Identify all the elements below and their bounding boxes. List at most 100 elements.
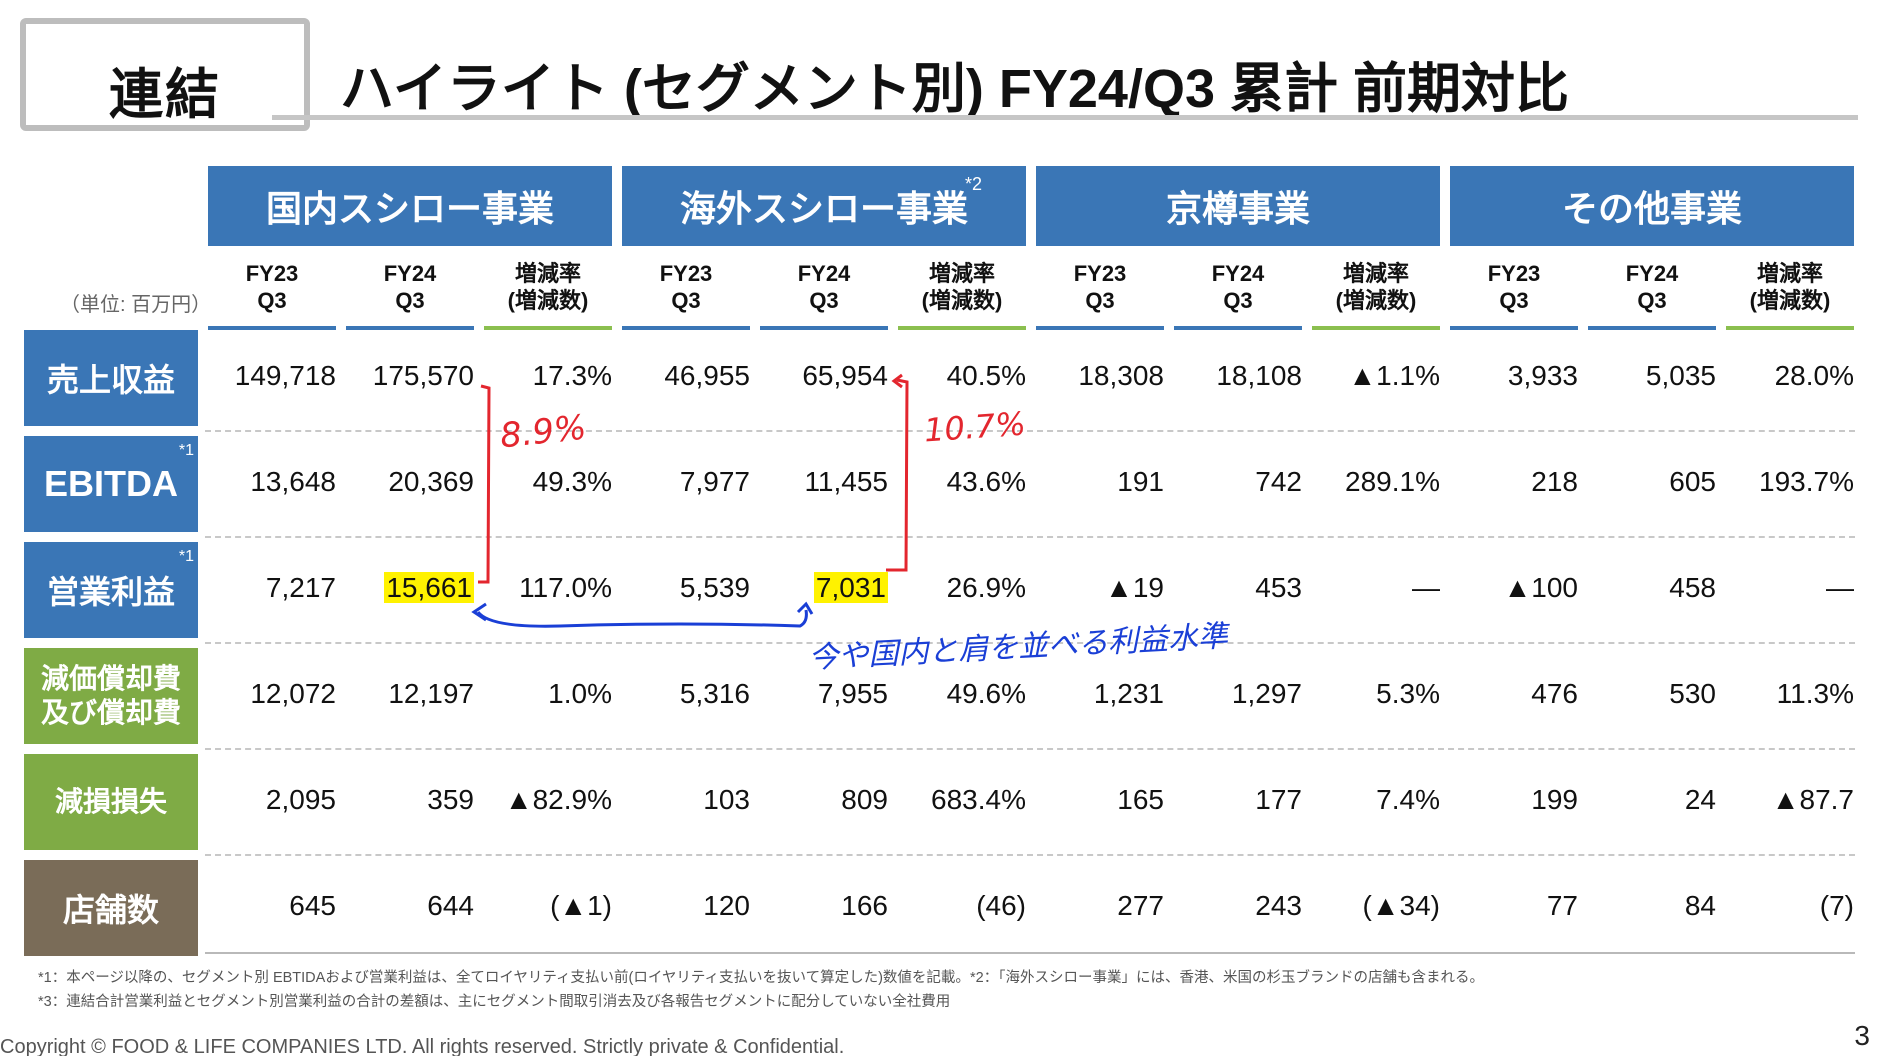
column-header-rate: 増減率 (増減数) xyxy=(484,260,612,314)
highlighted-cell-value: 15,661 xyxy=(384,572,474,603)
red-arrowhead xyxy=(891,373,903,389)
column-header-line: Q3 xyxy=(1223,288,1253,313)
cell-value: 17.3% xyxy=(532,360,612,391)
table-cell: ▲1.1% xyxy=(1306,360,1440,392)
row-label-text: 営業利益 xyxy=(46,574,175,610)
column-header-line: FY24 xyxy=(1211,261,1265,286)
row-label-impairment: 減損損失 xyxy=(24,754,198,850)
table-cell: 5,316 xyxy=(616,678,750,710)
column-header-fy24: FY24 Q3 xyxy=(1174,260,1302,314)
table-cell: 103 xyxy=(616,784,750,816)
column-header-line: (増減数) xyxy=(1749,288,1831,313)
blue-arrowhead-left xyxy=(471,602,487,622)
cell-value: 11.3% xyxy=(1776,678,1854,709)
column-header-line: Q3 xyxy=(257,288,287,313)
cell-value: 166 xyxy=(841,890,888,921)
cell-value: 20,369 xyxy=(388,466,474,497)
row-label-operating-profit: 営業利益 *1 xyxy=(24,542,198,638)
table-cell: 20,369 xyxy=(340,466,474,498)
cell-value: 1,231 xyxy=(1093,678,1164,709)
cell-value: 49.3% xyxy=(532,466,612,497)
cell-value: 530 xyxy=(1669,678,1716,709)
segment-header-other: その他事業 xyxy=(1450,166,1854,246)
table-cell: 191 xyxy=(1030,466,1164,498)
cell-value: 243 xyxy=(1255,890,1302,921)
column-header-line: FY23 xyxy=(245,261,299,286)
column-header-line: Q3 xyxy=(671,288,701,313)
table-cell: 1.0% xyxy=(478,678,612,710)
table-cell: 11.3% xyxy=(1720,678,1854,710)
segment-header-domestic: 国内スシロー事業 xyxy=(208,166,612,246)
row-label-text: 減価償却費 xyxy=(40,663,181,694)
table-cell: 120 xyxy=(616,890,750,922)
table-cell: 46,955 xyxy=(616,360,750,392)
unit-label: （単位: 百万円） xyxy=(60,294,212,316)
column-header-fy23: FY23 Q3 xyxy=(1036,260,1164,314)
segment-label: 国内スシロー事業 xyxy=(265,188,554,229)
section-tag-label: 連結 xyxy=(109,65,221,125)
column-header-line: Q3 xyxy=(395,288,425,313)
column-underline xyxy=(1450,326,1578,330)
table-cell: 605 xyxy=(1582,466,1716,498)
row-label-text: EBITDA xyxy=(44,463,178,504)
table-cell: 15,661 xyxy=(340,572,474,604)
row-label-text: 減損損失 xyxy=(54,786,167,817)
cell-value: 77 xyxy=(1546,890,1578,921)
table-cell: (▲1) xyxy=(478,890,612,922)
title-divider xyxy=(272,115,1858,120)
cell-value: 5,035 xyxy=(1645,360,1716,391)
page-number: 3 xyxy=(1854,1020,1870,1051)
cell-value: 218 xyxy=(1531,466,1578,497)
column-header-line: Q3 xyxy=(809,288,839,313)
footnote-marker: *1 xyxy=(178,548,194,565)
table-cell: 742 xyxy=(1168,466,1302,498)
table-cell: 2,095 xyxy=(202,784,336,816)
cell-value: (▲1) xyxy=(550,890,612,921)
table-cell: — xyxy=(1306,572,1440,604)
table-cell: 359 xyxy=(340,784,474,816)
row-divider xyxy=(205,854,1855,856)
table-cell: 476 xyxy=(1444,678,1578,710)
cell-value: 476 xyxy=(1531,678,1578,709)
cell-value: 2,095 xyxy=(265,784,336,815)
row-label-revenue: 売上収益 xyxy=(24,330,198,426)
row-label-ebitda: EBITDA *1 xyxy=(24,436,198,532)
row-label-text: 及び償却費 xyxy=(40,697,181,728)
cell-value: — xyxy=(1412,572,1440,603)
red-bracket-domestic xyxy=(478,384,491,584)
cell-value: — xyxy=(1826,572,1854,603)
column-header-line: FY23 xyxy=(659,261,713,286)
column-underline xyxy=(1036,326,1164,330)
column-header-rate: 増減率 (増減数) xyxy=(1726,260,1854,314)
cell-value: 49.6% xyxy=(946,678,1026,709)
table-cell: 11,455 xyxy=(754,466,888,498)
column-header-line: 増減率 xyxy=(1756,261,1823,286)
table-cell: 7.4% xyxy=(1306,784,1440,816)
cell-value: 644 xyxy=(427,890,474,921)
cell-value: 5,316 xyxy=(679,678,750,709)
red-bracket-overseas xyxy=(886,378,909,572)
footnote-1: *1：本ページ以降の、セグメント別 EBTIDAおよび営業利益は、全てロイヤリテ… xyxy=(38,970,970,986)
column-underline xyxy=(1174,326,1302,330)
cell-value: ▲19 xyxy=(1105,572,1164,603)
cell-value: 24 xyxy=(1684,784,1716,815)
cell-value: 13,648 xyxy=(250,466,336,497)
row-divider xyxy=(205,748,1855,750)
table-cell: 28.0% xyxy=(1720,360,1854,392)
cell-value: (46) xyxy=(976,890,1026,921)
column-header-line: FY23 xyxy=(1487,261,1541,286)
column-underline xyxy=(1726,326,1854,330)
segment-header-kyotaru: 京樽事業 xyxy=(1036,166,1440,246)
table-cell: 175,570 xyxy=(340,360,474,392)
annotation-overseas-margin: 10.7% xyxy=(922,404,1027,450)
highlighted-cell-value: 7,031 xyxy=(813,572,888,603)
table-cell: 530 xyxy=(1582,678,1716,710)
cell-value: 605 xyxy=(1669,466,1716,497)
column-header-line: 増減率 xyxy=(514,261,581,286)
table-cell: ▲19 xyxy=(1030,572,1164,604)
cell-value: 7,955 xyxy=(817,678,888,709)
cell-value: 199 xyxy=(1531,784,1578,815)
table-cell: 243 xyxy=(1168,890,1302,922)
cell-value: 117.0% xyxy=(519,572,612,603)
cell-value: 277 xyxy=(1117,890,1164,921)
